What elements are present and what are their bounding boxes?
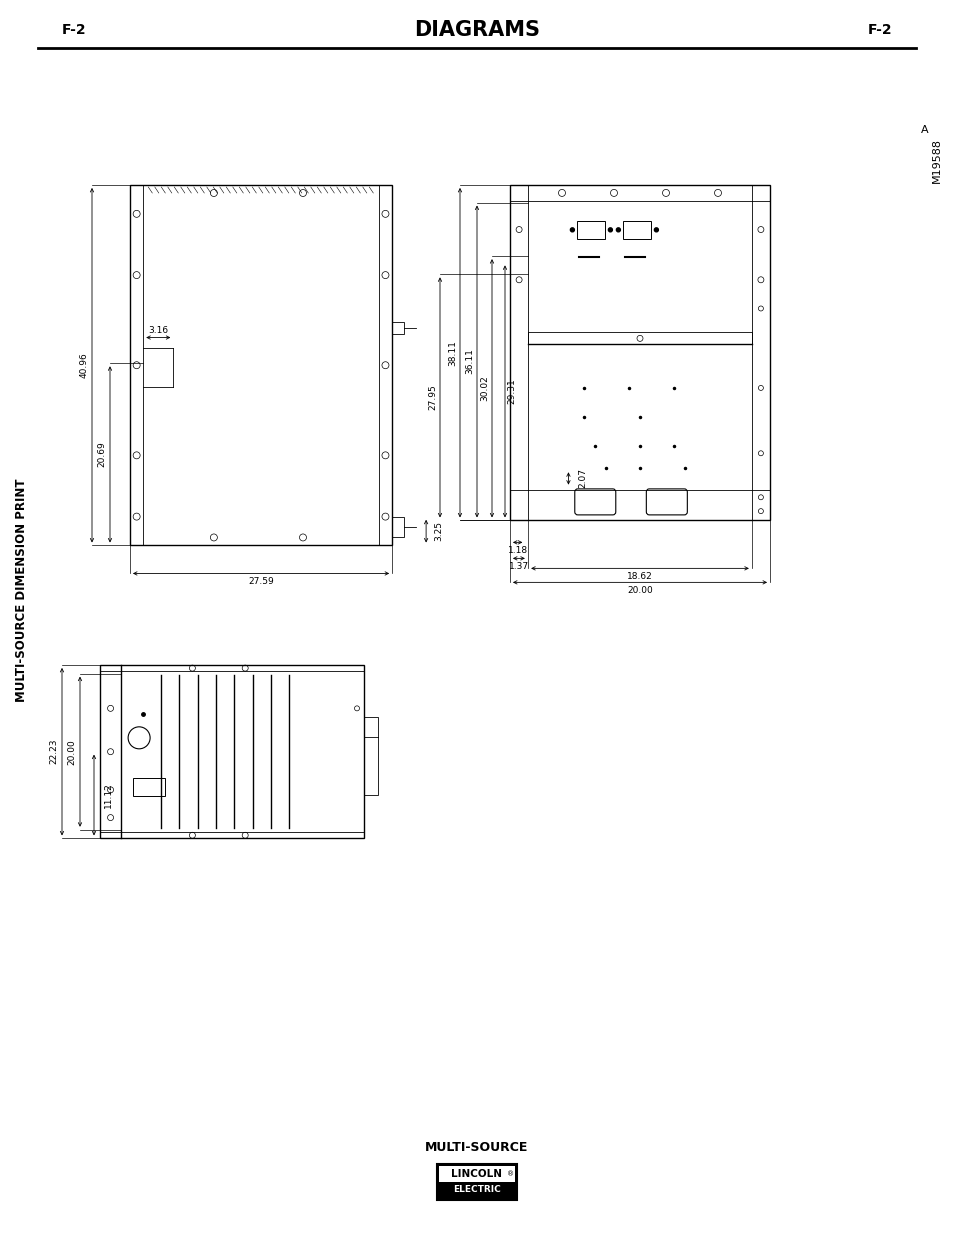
Bar bbox=[100, 664, 364, 839]
Bar bbox=[622, 221, 651, 238]
Text: 27.95: 27.95 bbox=[428, 384, 437, 410]
Text: 1.37: 1.37 bbox=[508, 562, 528, 571]
Text: 3.25: 3.25 bbox=[434, 521, 442, 541]
Text: 3.16: 3.16 bbox=[148, 326, 168, 335]
Bar bbox=[133, 778, 165, 795]
Bar bbox=[392, 517, 404, 537]
Bar bbox=[438, 1166, 515, 1182]
Text: DIAGRAMS: DIAGRAMS bbox=[414, 20, 539, 40]
Bar bbox=[364, 718, 377, 795]
Text: 29.31: 29.31 bbox=[507, 379, 516, 404]
Circle shape bbox=[616, 227, 619, 232]
Text: 30.02: 30.02 bbox=[480, 375, 489, 401]
Bar bbox=[392, 322, 404, 333]
Bar bbox=[130, 185, 392, 546]
Text: ELECTRIC: ELECTRIC bbox=[453, 1186, 500, 1194]
Text: ®: ® bbox=[507, 1171, 514, 1177]
Text: 22.23: 22.23 bbox=[50, 739, 58, 764]
Bar bbox=[577, 221, 605, 238]
Text: 2.07: 2.07 bbox=[578, 468, 587, 489]
Text: 18.62: 18.62 bbox=[626, 572, 652, 580]
Text: 36.11: 36.11 bbox=[465, 348, 474, 374]
Text: 40.96: 40.96 bbox=[79, 352, 89, 378]
Bar bbox=[436, 1165, 517, 1200]
Bar bbox=[510, 185, 769, 520]
Text: 1.18: 1.18 bbox=[507, 546, 527, 555]
Circle shape bbox=[654, 227, 658, 232]
Text: F-2: F-2 bbox=[866, 23, 891, 37]
Text: MULTI-SOURCE: MULTI-SOURCE bbox=[425, 1141, 528, 1155]
Text: F-2: F-2 bbox=[62, 23, 87, 37]
Bar bbox=[528, 332, 751, 345]
Text: 20.00: 20.00 bbox=[626, 585, 652, 595]
Text: 11.12: 11.12 bbox=[104, 782, 112, 808]
Text: 27.59: 27.59 bbox=[248, 577, 274, 585]
Text: M19588: M19588 bbox=[931, 137, 941, 183]
Text: 38.11: 38.11 bbox=[448, 340, 457, 366]
Text: MULTI-SOURCE DIMENSION PRINT: MULTI-SOURCE DIMENSION PRINT bbox=[15, 478, 29, 701]
Text: A: A bbox=[921, 125, 928, 135]
Text: LINCOLN: LINCOLN bbox=[451, 1170, 502, 1179]
Circle shape bbox=[570, 227, 574, 232]
Circle shape bbox=[608, 227, 612, 232]
Text: 20.69: 20.69 bbox=[97, 442, 107, 467]
Text: 20.00: 20.00 bbox=[68, 739, 76, 764]
